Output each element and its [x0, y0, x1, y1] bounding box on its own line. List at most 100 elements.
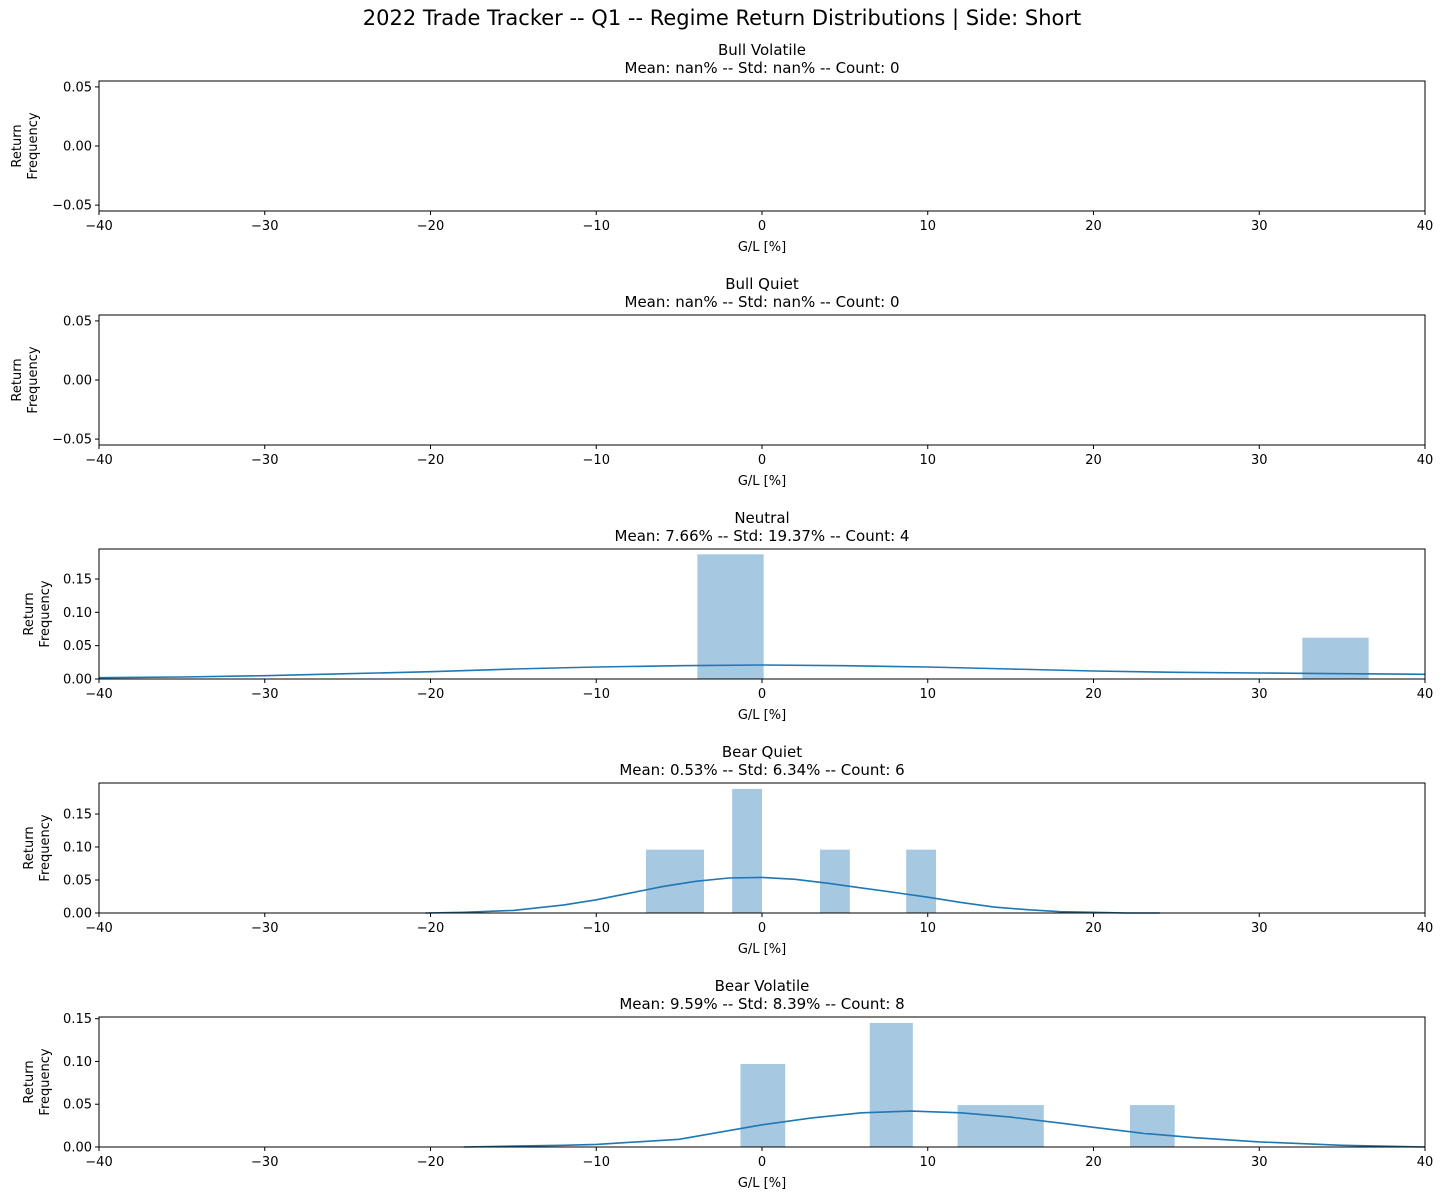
- panel-title: Bull Quiet: [725, 275, 799, 293]
- kde-line: [463, 1110, 1426, 1148]
- x-tick-label: 20: [1085, 687, 1102, 702]
- y-tick-label: 0.15: [63, 573, 92, 588]
- plot-frame: [98, 314, 1426, 446]
- histogram-bar: [1129, 1105, 1175, 1147]
- histogram-bar: [820, 849, 850, 913]
- x-axis-label: G/L [%]: [738, 240, 786, 255]
- x-tick-label: −10: [583, 921, 610, 936]
- y-tick-label: 0.10: [63, 1055, 92, 1070]
- panel-stats: Mean: 9.59% -- Std: 8.39% -- Count: 8: [619, 995, 904, 1013]
- x-tick-label: 40: [1417, 453, 1434, 468]
- y-axis-label: Return: [22, 1060, 37, 1103]
- x-tick-label: −20: [417, 219, 444, 234]
- y-tick-label: 0.05: [63, 874, 92, 889]
- panel-title: Bull Volatile: [718, 41, 806, 59]
- y-tick-label: 0.05: [63, 314, 92, 329]
- y-axis-label: Return: [10, 358, 25, 401]
- y-tick-label: 0.15: [63, 1012, 92, 1027]
- histogram-bar: [740, 1064, 786, 1147]
- x-tick-label: −30: [251, 687, 278, 702]
- plot-frame: [98, 80, 1426, 212]
- x-tick-label: 20: [1085, 219, 1102, 234]
- histogram-bar: [869, 1022, 913, 1147]
- y-tick-label: 0.10: [63, 841, 92, 856]
- panel-title: Neutral: [734, 509, 789, 527]
- x-axis-label: G/L [%]: [738, 1176, 786, 1191]
- histogram-bar: [697, 554, 764, 679]
- x-tick-label: 0: [758, 219, 766, 234]
- x-tick-label: 10: [919, 453, 936, 468]
- x-tick-label: 30: [1251, 453, 1268, 468]
- panel-stats: Mean: nan% -- Std: nan% -- Count: 0: [625, 59, 900, 77]
- y-tick-label: 0.00: [63, 907, 92, 922]
- x-tick-label: −40: [85, 1155, 112, 1170]
- figure-suptitle: 2022 Trade Tracker -- Q1 -- Regime Retur…: [362, 6, 1082, 30]
- histogram-bar: [906, 849, 937, 913]
- histogram-bar: [957, 1105, 1044, 1147]
- y-axis-label: Return: [10, 124, 25, 167]
- x-tick-label: 10: [919, 219, 936, 234]
- y-axis-label: Frequency: [26, 112, 41, 179]
- x-tick-label: 30: [1251, 1155, 1268, 1170]
- y-axis-label: Frequency: [38, 580, 53, 647]
- y-axis-label: Frequency: [26, 346, 41, 413]
- x-tick-label: 30: [1251, 219, 1268, 234]
- x-tick-label: −10: [583, 1155, 610, 1170]
- x-tick-label: −40: [85, 921, 112, 936]
- panel-stats: Mean: nan% -- Std: nan% -- Count: 0: [625, 293, 900, 311]
- x-tick-label: 20: [1085, 1155, 1102, 1170]
- x-tick-label: 0: [758, 921, 766, 936]
- kde-line: [98, 664, 1426, 679]
- panel-stats: Mean: 0.53% -- Std: 6.34% -- Count: 6: [619, 761, 904, 779]
- x-tick-label: 10: [919, 1155, 936, 1170]
- x-tick-label: −10: [583, 219, 610, 234]
- x-tick-label: −20: [417, 921, 444, 936]
- x-tick-label: 40: [1417, 921, 1434, 936]
- y-tick-label: −0.05: [52, 433, 92, 448]
- x-tick-label: −40: [85, 687, 112, 702]
- x-tick-label: 0: [758, 453, 766, 468]
- y-axis-label: Frequency: [38, 1048, 53, 1115]
- y-tick-label: 0.00: [63, 140, 92, 155]
- x-tick-label: 40: [1417, 687, 1434, 702]
- y-tick-label: 0.05: [63, 80, 92, 95]
- panel-title: Bear Volatile: [715, 977, 810, 995]
- x-tick-label: 10: [919, 921, 936, 936]
- x-tick-label: −20: [417, 1155, 444, 1170]
- x-tick-label: 30: [1251, 687, 1268, 702]
- y-axis-label: Frequency: [38, 814, 53, 881]
- y-tick-label: 0.00: [63, 374, 92, 389]
- y-axis-label: Return: [22, 826, 37, 869]
- y-tick-label: 0.00: [63, 673, 92, 688]
- kde-line: [425, 876, 1160, 914]
- y-tick-label: 0.10: [63, 606, 92, 621]
- panel-title: Bear Quiet: [722, 743, 802, 761]
- y-tick-label: 0.05: [63, 639, 92, 654]
- x-tick-label: −10: [583, 453, 610, 468]
- x-tick-label: −30: [251, 1155, 278, 1170]
- x-axis-label: G/L [%]: [738, 708, 786, 723]
- x-tick-label: −20: [417, 687, 444, 702]
- x-tick-label: 20: [1085, 921, 1102, 936]
- x-tick-label: 40: [1417, 1155, 1434, 1170]
- x-tick-label: −30: [251, 453, 278, 468]
- x-tick-label: −40: [85, 453, 112, 468]
- histogram-bar: [732, 788, 762, 913]
- panel-stats: Mean: 7.66% -- Std: 19.37% -- Count: 4: [615, 527, 910, 545]
- histogram-bar: [1302, 637, 1369, 679]
- x-tick-label: 0: [758, 687, 766, 702]
- y-tick-label: 0.00: [63, 1141, 92, 1156]
- x-axis-label: G/L [%]: [738, 474, 786, 489]
- x-tick-label: −20: [417, 453, 444, 468]
- x-tick-label: −40: [85, 219, 112, 234]
- x-tick-label: −10: [583, 687, 610, 702]
- x-tick-label: 40: [1417, 219, 1434, 234]
- y-tick-label: 0.15: [63, 808, 92, 823]
- x-tick-label: −30: [251, 219, 278, 234]
